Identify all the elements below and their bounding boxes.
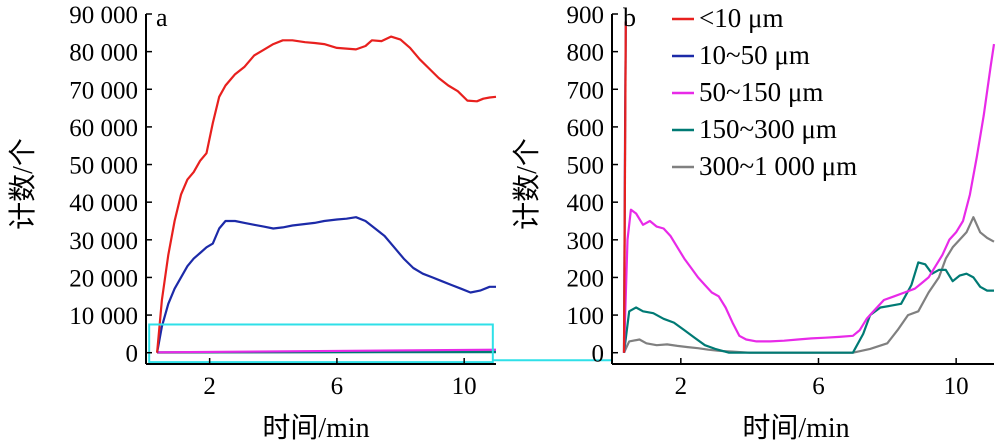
panel-a-y-tick-label: 10 000 [69, 303, 138, 330]
panel-a-y-tick-label: 30 000 [69, 228, 138, 255]
panel-a-letter: a [156, 3, 168, 32]
panel-a-y-tick-label: 0 [126, 341, 139, 368]
panel-b-y-tick-label: 100 [567, 303, 605, 330]
panel-b-y-tick-label: 0 [592, 341, 605, 368]
panel-b-letter: b [623, 3, 636, 32]
panel-a-y-tick-label: 50 000 [69, 153, 138, 180]
panel-b-y-tick-label: 300 [567, 228, 605, 255]
panel-a-y-tick-label: 40 000 [69, 190, 138, 217]
panel-a: 0 10 000 20 000 30 000 40 000 50 000 60 000 70 … [7, 2, 496, 442]
panel-b-y-tick-label: 500 [567, 153, 605, 180]
panel-a-y-tick-label: 60 000 [69, 115, 138, 142]
panel-a-x-axis-label: 时间/min [262, 412, 369, 442]
panel-b: 0 100 200 300 400 500 600 700 800 900 2 6 10 b 时间/mi… [511, 2, 994, 442]
panel-b-y-tick-label: 900 [567, 2, 605, 29]
panel-a-x-tick-label: 2 [203, 373, 216, 400]
panel-a-y-tick-label: 90 000 [69, 2, 138, 29]
panel-a-series-s2-line [157, 217, 496, 353]
panel-b-y-axis-label: 计数/个 [511, 138, 543, 230]
legend-label-s1: <10 μm [699, 3, 783, 33]
panel-b-legend: <10 μm 10~50 μm 50~150 μm 150~300 μm 300~1 0… [672, 3, 857, 181]
legend-label-s5: 300~1 000 μm [699, 151, 857, 181]
panel-b-y-tick-label: 600 [567, 115, 605, 142]
panel-b-y-tick-label: 700 [567, 77, 605, 104]
panel-a-series-s1-line [157, 37, 496, 353]
panel-b-plot-area [624, 22, 994, 353]
legend-label-s3: 50~150 μm [699, 77, 823, 107]
panel-b-x-tick-label: 2 [675, 373, 688, 400]
panel-b-y-tick-label: 800 [567, 40, 605, 67]
panel-b-y-tick-label: 200 [567, 265, 605, 292]
panel-a-x-tick-label: 10 [452, 373, 477, 400]
panel-a-y-tick-label: 80 000 [69, 40, 138, 67]
panel-a-y-axis-label: 计数/个 [7, 138, 39, 230]
legend-label-s4: 150~300 μm [699, 114, 837, 144]
panel-b-y-tick-label: 400 [567, 190, 605, 217]
panel-b-x-axis-label: 时间/min [742, 412, 849, 442]
panel-b-x-tick-label: 10 [944, 373, 969, 400]
panel-b-x-tick-label: 6 [812, 373, 825, 400]
panel-b-series-s5-line [624, 217, 994, 353]
panel-a-y-tick-label: 20 000 [69, 265, 138, 292]
panel-a-ticks: 0 10 000 20 000 30 000 40 000 50 000 60 000 70 … [69, 2, 476, 400]
panel-a-y-tick-label: 70 000 [69, 77, 138, 104]
panel-a-plot-area [149, 37, 496, 363]
legend-label-s2: 10~50 μm [699, 40, 810, 70]
panel-a-inset-box [149, 324, 493, 362]
panel-a-x-tick-label: 6 [331, 373, 344, 400]
